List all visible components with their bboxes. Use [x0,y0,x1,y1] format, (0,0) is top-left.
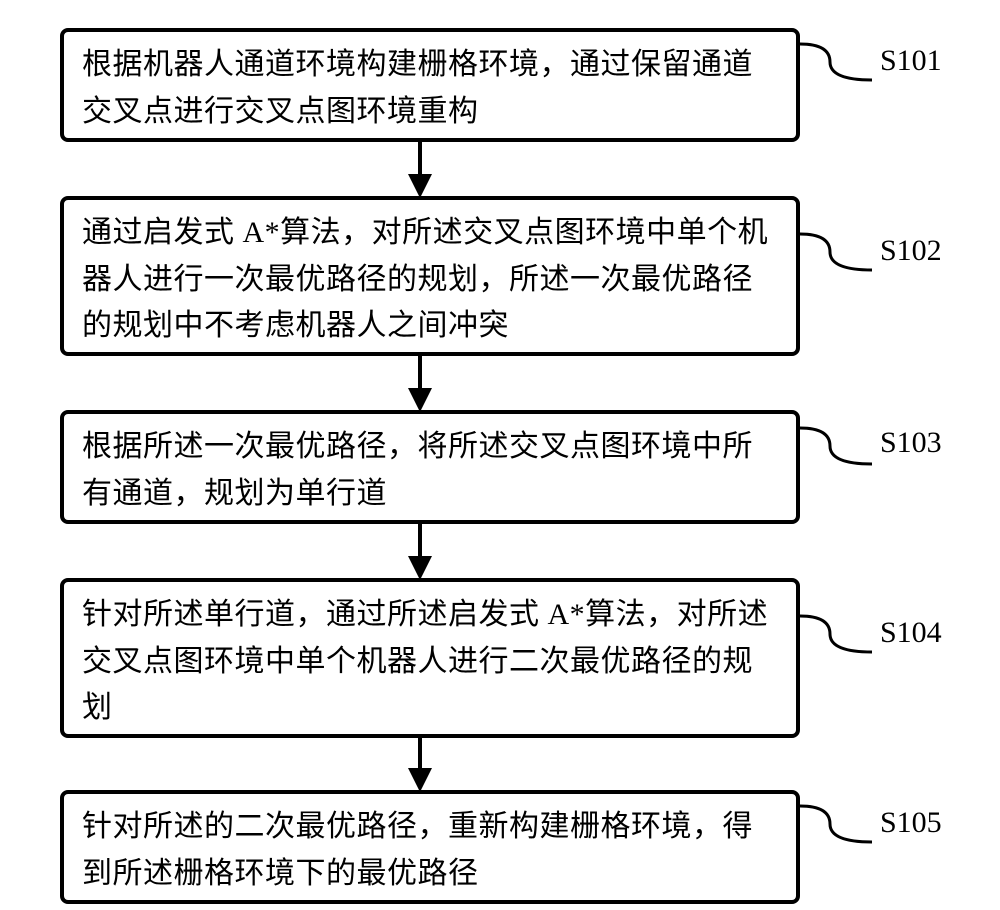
flowchart-canvas: 根据机器人通道环境构建栅格环境，通过保留通道交叉点进行交叉点图环境重构 S101 通… [0,0,1000,910]
step-text-S102: 通过启发式 A*算法，对所述交叉点图环境中单个机器人进行一次最优路径的规划，所述… [82,210,778,350]
step-text-S104: 针对所述单行道，通过所述启发式 A*算法，对所述交叉点图环境中单个机器人进行二次… [82,592,778,732]
step-box-S103: 根据所述一次最优路径，将所述交叉点图环境中所有通道，规划为单行道 [60,410,800,524]
step-box-S105: 针对所述的二次最优路径，重新构建栅格环境，得到所述栅格环境下的最优路径 [60,790,800,904]
step-text-S101: 根据机器人通道环境构建栅格环境，通过保留通道交叉点进行交叉点图环境重构 [82,42,778,135]
step-label-S101: S101 [880,44,942,78]
step-box-S104: 针对所述单行道，通过所述启发式 A*算法，对所述交叉点图环境中单个机器人进行二次… [60,578,800,738]
step-box-S102: 通过启发式 A*算法，对所述交叉点图环境中单个机器人进行一次最优路径的规划，所述… [60,196,800,356]
step-label-S104: S104 [880,616,942,650]
step-label-S103: S103 [880,426,942,460]
step-text-S105: 针对所述的二次最优路径，重新构建栅格环境，得到所述栅格环境下的最优路径 [82,804,778,897]
step-label-S102: S102 [880,234,942,268]
step-box-S101: 根据机器人通道环境构建栅格环境，通过保留通道交叉点进行交叉点图环境重构 [60,28,800,142]
step-label-S105: S105 [880,806,942,840]
step-text-S103: 根据所述一次最优路径，将所述交叉点图环境中所有通道，规划为单行道 [82,424,778,517]
